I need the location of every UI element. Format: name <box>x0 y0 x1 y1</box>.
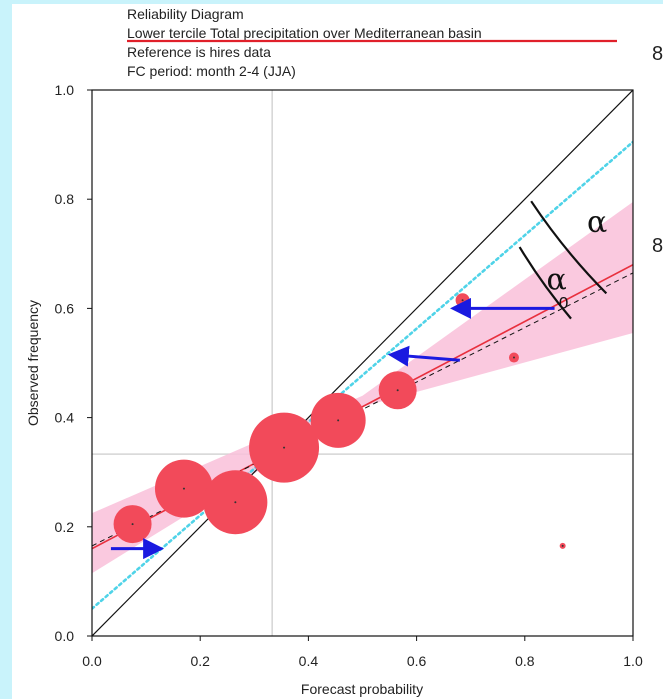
x-tick-label-3: 0.6 <box>407 653 427 669</box>
x-tick-label-0: 0.0 <box>82 653 102 669</box>
alpha-zero-subscript: 0 <box>559 293 568 312</box>
y-tick-label-0: 0.0 <box>55 628 75 644</box>
point-center-8 <box>513 357 515 359</box>
title-line-2: Lower tercile Total precipitation over M… <box>127 25 482 41</box>
title-line-3: Reference is hires data <box>127 44 271 60</box>
alpha-zero-symbol: α <box>546 262 566 297</box>
title-line-1: Reliability Diagram <box>127 6 244 22</box>
cut-off-text-1: 8 <box>652 43 663 65</box>
point-center-1 <box>132 523 134 525</box>
confidence-band <box>92 202 633 573</box>
x-tick-label-4: 0.8 <box>515 653 535 669</box>
x-tick-label-1: 0.2 <box>190 653 210 669</box>
y-tick-label-2: 0.4 <box>55 410 75 426</box>
plot-clip-group <box>92 90 633 636</box>
y-tick-label-3: 0.6 <box>55 300 75 316</box>
y-axis-label: Observed frequency <box>25 300 41 426</box>
cut-off-text-2: 8 <box>652 235 663 257</box>
y-tick-label-5: 1.0 <box>55 82 75 98</box>
x-tick-label-5: 1.0 <box>623 653 643 669</box>
title-line-4: FC period: month 2-4 (JJA) <box>127 63 296 79</box>
x-axis-label: Forecast probability <box>301 681 423 697</box>
chart-title: Reliability Diagram Lower tercile Total … <box>127 6 617 79</box>
point-center-9 <box>562 545 564 547</box>
point-center-5 <box>337 419 339 421</box>
y-tick-label-4: 0.8 <box>55 191 75 207</box>
plot-area: α0α <box>92 90 633 636</box>
alpha-symbol: α <box>587 205 607 240</box>
point-center-7 <box>462 299 464 301</box>
dotted-reference-line <box>92 142 633 609</box>
point-center-3 <box>234 501 236 503</box>
point-center-4 <box>283 447 285 449</box>
axes: 0.0 0.2 0.4 0.6 0.8 1.0 0.0 0.2 0.4 0.6 0.8 1.0 <box>55 82 643 669</box>
x-tick-label-2: 0.4 <box>299 653 319 669</box>
perfect-reliability-line <box>92 90 633 636</box>
y-tick-label-1: 0.2 <box>55 519 75 535</box>
point-center-2 <box>183 488 185 490</box>
point-center-6 <box>397 389 399 391</box>
